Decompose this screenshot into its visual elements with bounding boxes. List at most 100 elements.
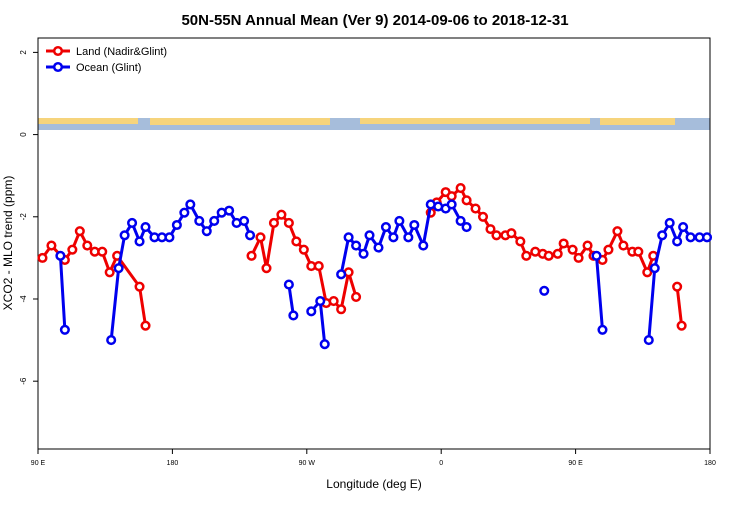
data-point	[179, 207, 190, 218]
data-point	[409, 219, 420, 231]
data-point	[134, 281, 145, 292]
x-tick-label: 180	[167, 460, 179, 467]
data-point	[194, 215, 205, 226]
data-point	[403, 232, 414, 243]
data-point	[127, 217, 138, 228]
data-point	[140, 320, 151, 331]
data-point	[491, 230, 502, 241]
data-point	[140, 222, 151, 233]
data-point	[506, 228, 517, 239]
data-point	[74, 226, 85, 237]
data-point	[82, 240, 93, 251]
data-point	[446, 199, 457, 210]
data-point	[394, 215, 405, 226]
data-point	[455, 215, 466, 226]
y-tick-label: -4	[19, 295, 28, 303]
data-point	[649, 263, 660, 274]
data-point	[283, 279, 294, 290]
data-point	[455, 182, 466, 194]
data-point	[261, 263, 272, 274]
data-point	[461, 195, 472, 206]
x-tick-label: 90 E	[31, 460, 46, 467]
data-point	[633, 246, 644, 257]
data-point	[672, 236, 683, 247]
y-tick-label: 2	[19, 50, 28, 55]
data-point	[291, 236, 302, 247]
data-point	[573, 252, 584, 263]
data-point	[461, 222, 472, 233]
data-point	[306, 306, 317, 317]
data-point	[657, 230, 668, 241]
legend-marker	[52, 61, 64, 73]
data-point	[351, 240, 362, 251]
x-tick-label: 90 E	[568, 460, 583, 467]
land-strip	[38, 118, 138, 124]
data-point	[642, 267, 653, 278]
data-point	[521, 250, 532, 261]
y-tick-label: -6	[19, 377, 28, 385]
data-point	[246, 250, 257, 261]
data-point	[255, 232, 266, 243]
data-point	[643, 335, 654, 346]
y-tick-label: -2	[19, 213, 28, 221]
data-point	[373, 242, 384, 253]
plot-frame	[37, 37, 711, 450]
data-point	[245, 230, 256, 241]
data-point	[470, 203, 481, 214]
data-point	[364, 230, 375, 241]
x-axis-label: Longitude (deg E)	[326, 477, 421, 491]
data-point	[612, 226, 623, 237]
data-point	[59, 324, 70, 335]
data-point	[678, 222, 689, 233]
data-point	[283, 217, 294, 228]
data-point	[336, 269, 347, 280]
data-point	[618, 240, 629, 251]
land-strip	[600, 118, 675, 125]
data-point	[343, 232, 354, 243]
data-point	[418, 240, 429, 251]
data-point	[351, 291, 362, 302]
data-point	[543, 250, 554, 261]
x-tick-label: 90 W	[299, 460, 316, 467]
y-axis-label: XCO2 - MLO trend (ppm)	[1, 176, 15, 311]
data-point	[446, 191, 457, 202]
data-point	[515, 236, 526, 247]
data-point	[37, 252, 48, 263]
data-point	[567, 244, 578, 255]
data-point	[380, 222, 391, 233]
y-tick-label: 0	[19, 132, 28, 137]
data-point	[97, 246, 108, 257]
data-point	[201, 226, 212, 237]
data-point	[313, 261, 324, 272]
data-point	[336, 304, 347, 315]
data-point	[55, 250, 66, 261]
data-point	[552, 248, 563, 259]
data-point	[328, 295, 339, 307]
legend-marker	[52, 45, 64, 57]
data-point	[67, 244, 78, 255]
data-point	[119, 230, 130, 241]
data-point	[209, 215, 220, 226]
data-point	[676, 320, 687, 331]
data-point	[276, 209, 287, 220]
data-point	[591, 250, 602, 261]
legend-label: Ocean (Glint)	[76, 62, 141, 74]
data-point	[239, 215, 250, 226]
data-point	[134, 236, 145, 247]
data-point	[582, 240, 593, 251]
data-point	[106, 335, 117, 346]
data-point	[672, 281, 683, 292]
data-point	[268, 217, 279, 228]
data-point	[485, 224, 496, 235]
data-point	[603, 244, 614, 255]
data-point	[539, 285, 550, 296]
data-point	[388, 232, 399, 243]
data-point	[288, 310, 299, 321]
land-strip	[150, 118, 330, 125]
x-tick-label: 0	[439, 460, 443, 467]
data-point	[477, 211, 489, 222]
data-point	[104, 267, 115, 278]
data-point	[171, 219, 182, 231]
data-point	[185, 199, 196, 210]
